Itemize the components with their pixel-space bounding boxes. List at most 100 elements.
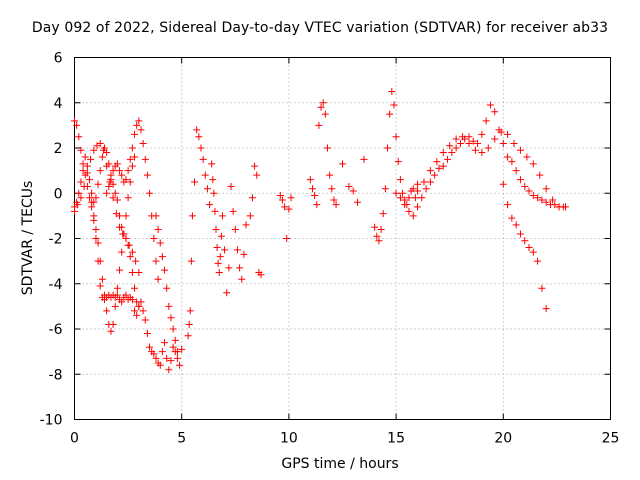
data-point (379, 210, 387, 218)
data-point (99, 146, 107, 154)
data-point (392, 189, 400, 197)
data-point (534, 194, 542, 202)
data-point (217, 232, 225, 240)
data-point (133, 311, 141, 319)
data-point (213, 244, 221, 252)
data-point (313, 201, 321, 209)
data-point (349, 187, 357, 195)
data-point (185, 320, 193, 328)
data-point (143, 330, 151, 338)
data-point (482, 117, 490, 125)
data-point (246, 212, 254, 220)
data-point (414, 203, 422, 211)
data-point (163, 284, 171, 292)
data-point (499, 180, 507, 188)
data-point (534, 257, 542, 265)
data-point (422, 185, 430, 193)
data-point (88, 198, 96, 206)
data-point (135, 302, 143, 310)
data-point (139, 139, 147, 147)
data-point (523, 153, 531, 161)
data-point (233, 246, 241, 254)
data-point (96, 139, 104, 147)
data-point (94, 180, 102, 188)
data-point (248, 194, 256, 202)
x-tick-label: 5 (177, 431, 186, 447)
data-point (77, 178, 85, 186)
x-tick-label: 20 (494, 431, 512, 447)
data-point (131, 153, 139, 161)
data-point (433, 158, 441, 166)
data-point (209, 176, 217, 184)
data-point (401, 201, 409, 209)
data-point (321, 110, 329, 118)
data-point (132, 257, 140, 265)
data-points (71, 87, 569, 374)
y-tick-label: 4 (54, 96, 63, 112)
data-point (251, 162, 259, 170)
data-point (203, 185, 211, 193)
data-point (116, 167, 124, 175)
axis-ticks: 0 5 10 15 20 25 -10 -8 -6 -4 -2 0 2 4 6 (40, 51, 620, 447)
data-point (212, 225, 220, 233)
data-point (221, 246, 229, 254)
data-point (103, 162, 111, 170)
data-point (83, 169, 91, 177)
data-point (109, 320, 117, 328)
data-point (75, 133, 83, 141)
data-point (529, 248, 537, 256)
data-point (211, 207, 219, 215)
data-point (512, 221, 520, 229)
data-point (435, 164, 443, 172)
data-point (131, 284, 139, 292)
data-point (124, 167, 132, 175)
data-point (465, 139, 473, 147)
data-point (497, 128, 505, 136)
data-point (536, 171, 544, 179)
data-point (178, 345, 186, 353)
data-point (420, 178, 428, 186)
data-point (484, 144, 492, 152)
data-point (128, 248, 136, 256)
data-point (446, 142, 454, 150)
data-point (158, 253, 166, 261)
data-point (360, 155, 368, 163)
data-point (529, 192, 537, 200)
data-point (375, 237, 383, 245)
data-point (165, 302, 173, 310)
data-point (405, 207, 413, 215)
data-point (308, 185, 316, 193)
data-point (561, 203, 569, 211)
data-point (156, 239, 164, 247)
data-point (330, 196, 338, 204)
data-point (542, 305, 550, 313)
data-point (236, 264, 244, 272)
data-point (504, 201, 512, 209)
data-point (92, 235, 100, 242)
data-point (332, 201, 340, 209)
data-point (116, 223, 124, 231)
data-point (193, 126, 201, 134)
y-tick-label: 0 (54, 186, 63, 202)
data-point (113, 291, 121, 299)
data-point (542, 198, 550, 206)
data-point (135, 117, 143, 125)
y-tick-label: -2 (49, 232, 63, 248)
data-point (405, 194, 413, 202)
data-point (215, 268, 223, 276)
data-point (105, 182, 113, 190)
data-point (452, 144, 460, 152)
data-point (276, 192, 284, 200)
data-point (469, 137, 477, 145)
y-tick-label: -8 (49, 367, 63, 383)
data-point (525, 244, 533, 252)
data-point (257, 271, 265, 279)
x-tick-label: 25 (602, 431, 620, 447)
data-point (508, 214, 516, 222)
data-point (542, 185, 550, 193)
data-point (516, 230, 524, 238)
data-point (122, 176, 130, 184)
data-point (122, 291, 130, 299)
data-point (386, 110, 394, 118)
data-point (146, 189, 154, 197)
